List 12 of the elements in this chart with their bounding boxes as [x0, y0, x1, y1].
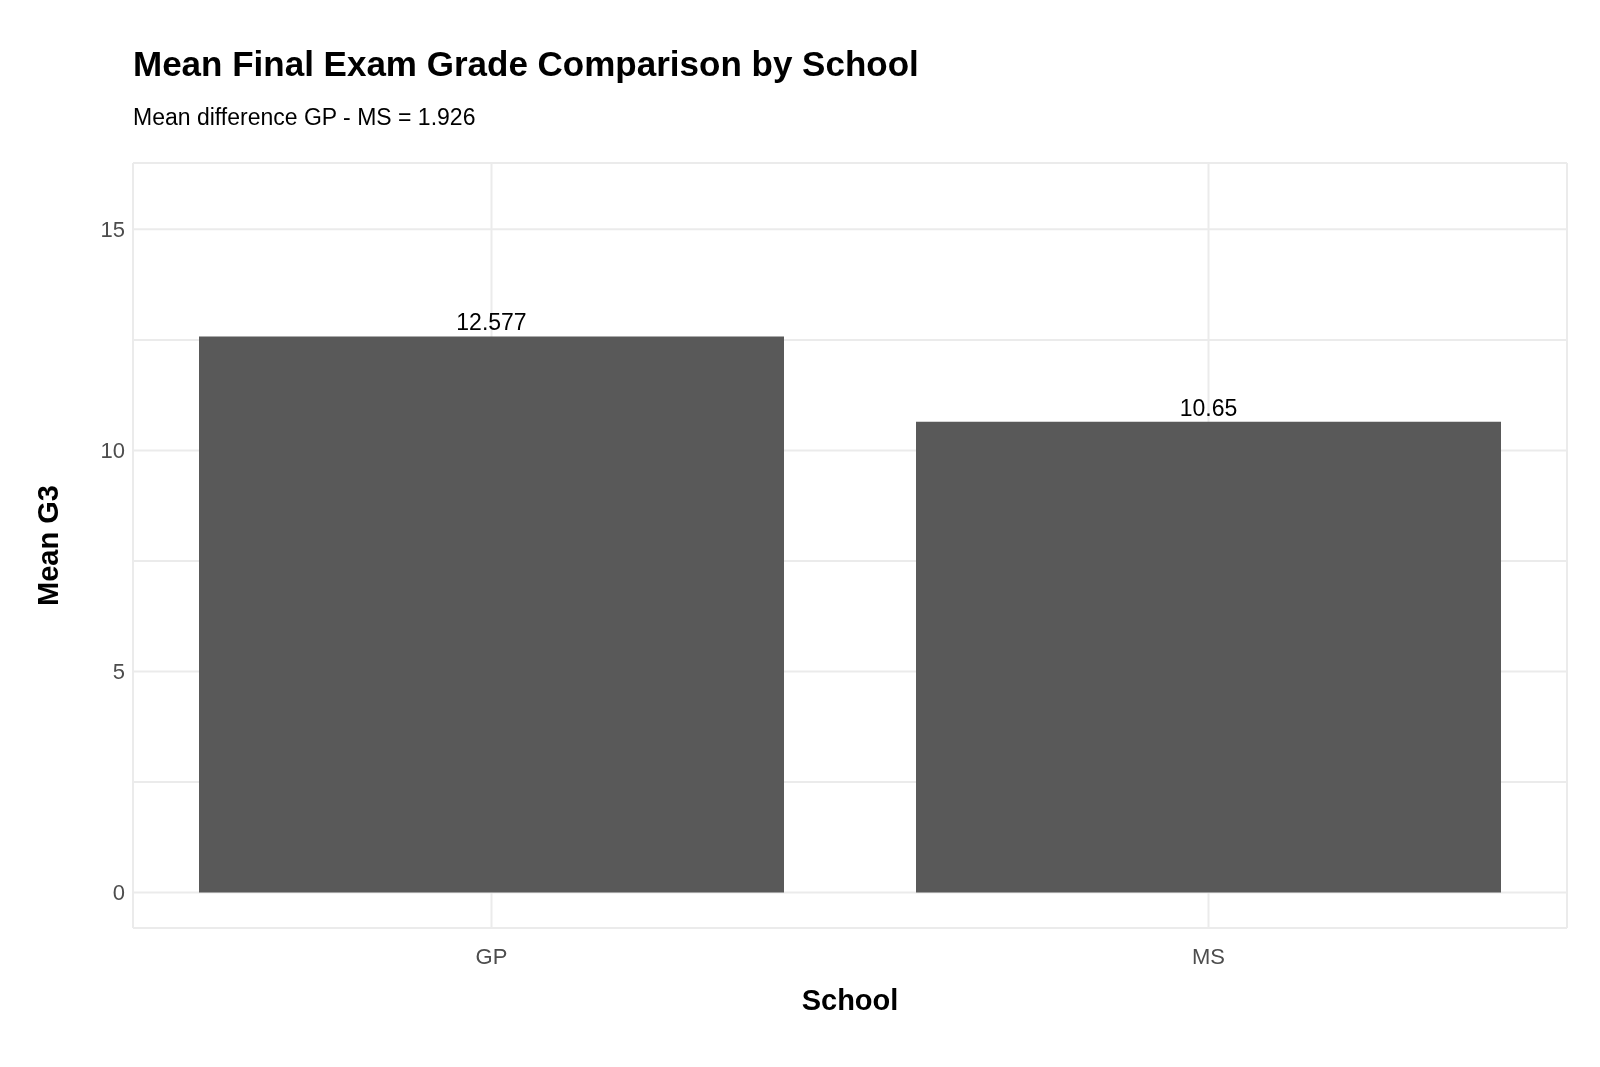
y-axis-title: Mean G3 — [32, 485, 65, 606]
data-label: 10.65 — [1179, 394, 1238, 421]
y-tick-label: 5 — [112, 659, 125, 685]
chart-title: Mean Final Exam Grade Comparison by School — [133, 44, 919, 84]
x-axis-title: School — [801, 984, 899, 1016]
y-tick-label: 10 — [100, 438, 125, 464]
data-label: 12.577 — [456, 309, 527, 336]
y-tick-label: 0 — [112, 880, 125, 906]
y-tick-label: 15 — [100, 217, 125, 243]
chart-subtitle: Mean difference GP - MS = 1.926 — [133, 104, 476, 131]
x-tick-label: MS — [1192, 943, 1225, 969]
x-tick-label: GP — [475, 943, 508, 969]
